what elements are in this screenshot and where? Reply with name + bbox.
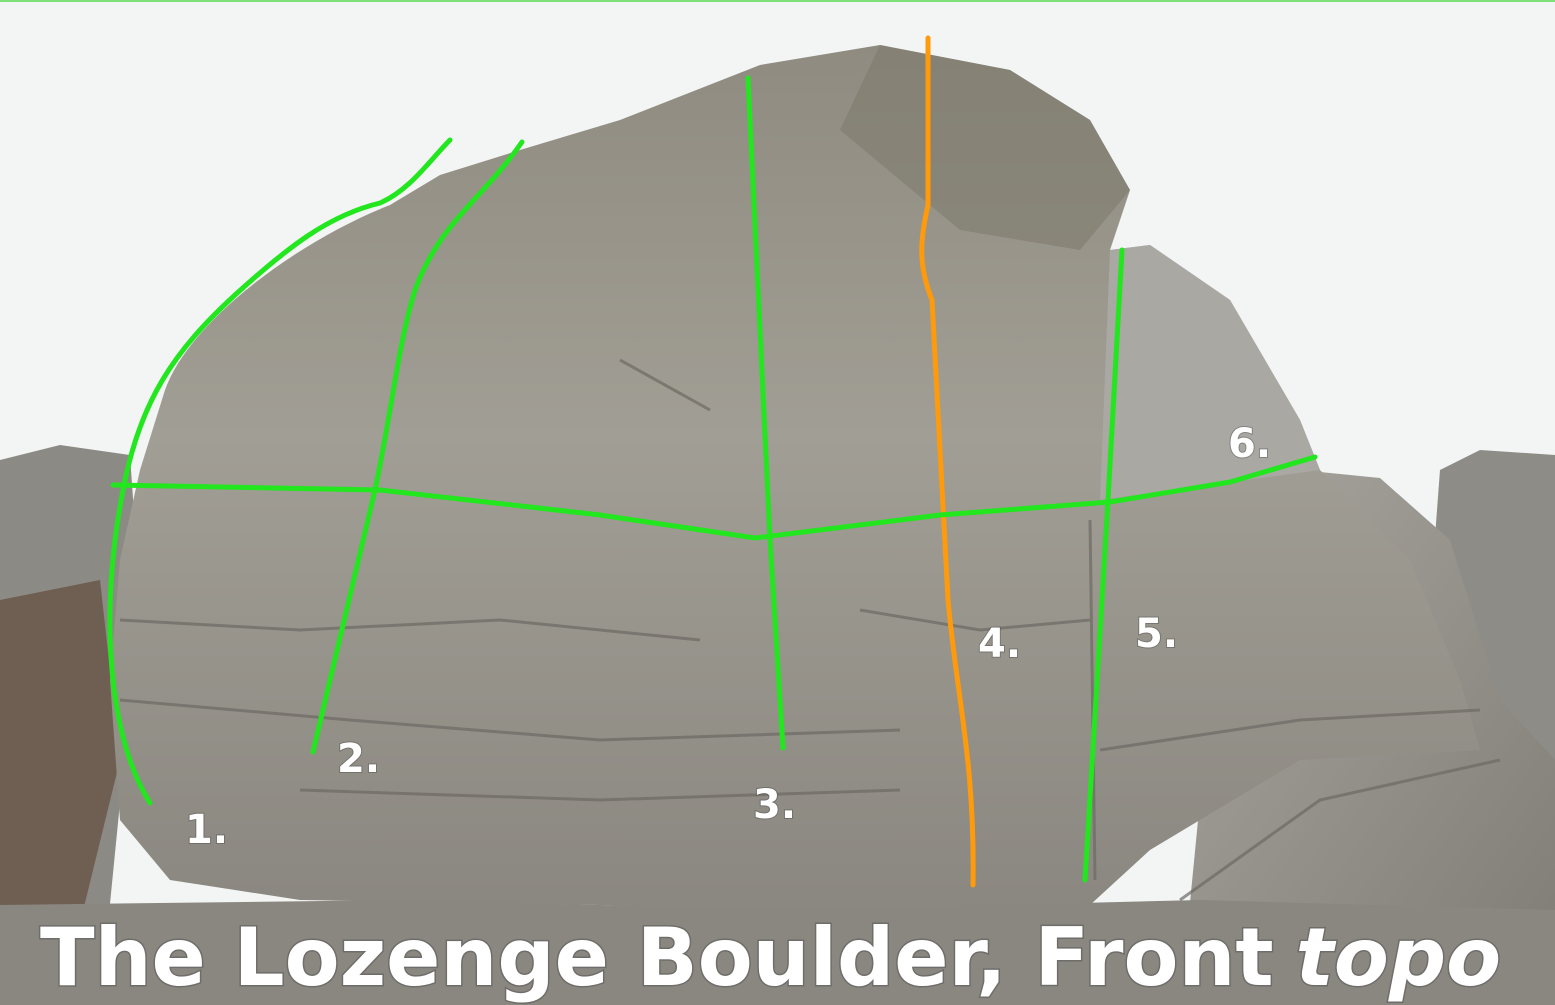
title-main: The Lozenge Boulder, Front [40,911,1274,1004]
route-label: 3. [753,782,796,828]
route-label: 1. [185,807,228,853]
route-label: 2. [337,736,380,782]
top-border [0,0,1555,2]
title-emphasis: topo [1296,911,1501,1004]
topo-photo: 1. 2. 3. 4. 5. 6. The Lozenge Boulder, Frontt… [0,0,1555,1005]
page: {"title": {"main": "The Lozenge Boulder,… [0,0,1555,1005]
route-label: 4. [978,621,1021,667]
route-label: 6. [1228,421,1271,467]
route-label: 5. [1135,611,1178,657]
